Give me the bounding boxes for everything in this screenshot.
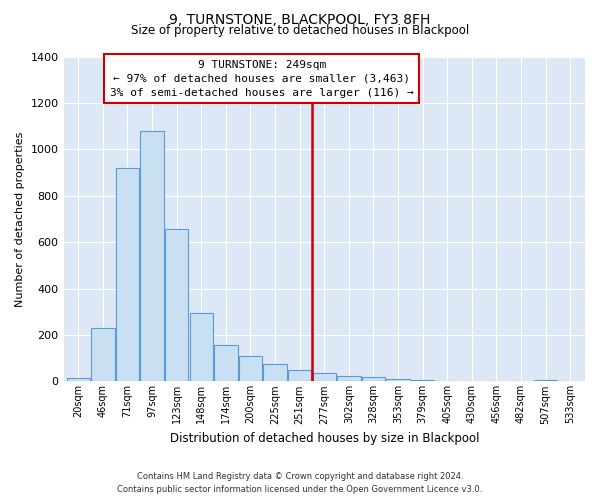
Text: 9 TURNSTONE: 249sqm
← 97% of detached houses are smaller (3,463)
3% of semi-deta: 9 TURNSTONE: 249sqm ← 97% of detached ho… bbox=[110, 60, 413, 98]
Bar bbox=[239, 356, 262, 382]
X-axis label: Distribution of detached houses by size in Blackpool: Distribution of detached houses by size … bbox=[170, 432, 479, 445]
Text: Size of property relative to detached houses in Blackpool: Size of property relative to detached ho… bbox=[131, 24, 469, 37]
Bar bbox=[313, 372, 336, 382]
Y-axis label: Number of detached properties: Number of detached properties bbox=[15, 132, 25, 306]
Bar bbox=[190, 314, 213, 382]
Bar bbox=[263, 364, 287, 382]
Bar bbox=[337, 376, 361, 382]
Bar bbox=[116, 168, 139, 382]
Text: Contains HM Land Registry data © Crown copyright and database right 2024.
Contai: Contains HM Land Registry data © Crown c… bbox=[118, 472, 482, 494]
Text: 9, TURNSTONE, BLACKPOOL, FY3 8FH: 9, TURNSTONE, BLACKPOOL, FY3 8FH bbox=[169, 12, 431, 26]
Bar bbox=[165, 230, 188, 382]
Bar bbox=[534, 380, 557, 382]
Bar bbox=[288, 370, 311, 382]
Bar bbox=[386, 379, 410, 382]
Bar bbox=[411, 380, 434, 382]
Bar bbox=[140, 131, 164, 382]
Bar bbox=[91, 328, 115, 382]
Bar bbox=[67, 378, 90, 382]
Bar bbox=[362, 376, 385, 382]
Bar bbox=[214, 344, 238, 382]
